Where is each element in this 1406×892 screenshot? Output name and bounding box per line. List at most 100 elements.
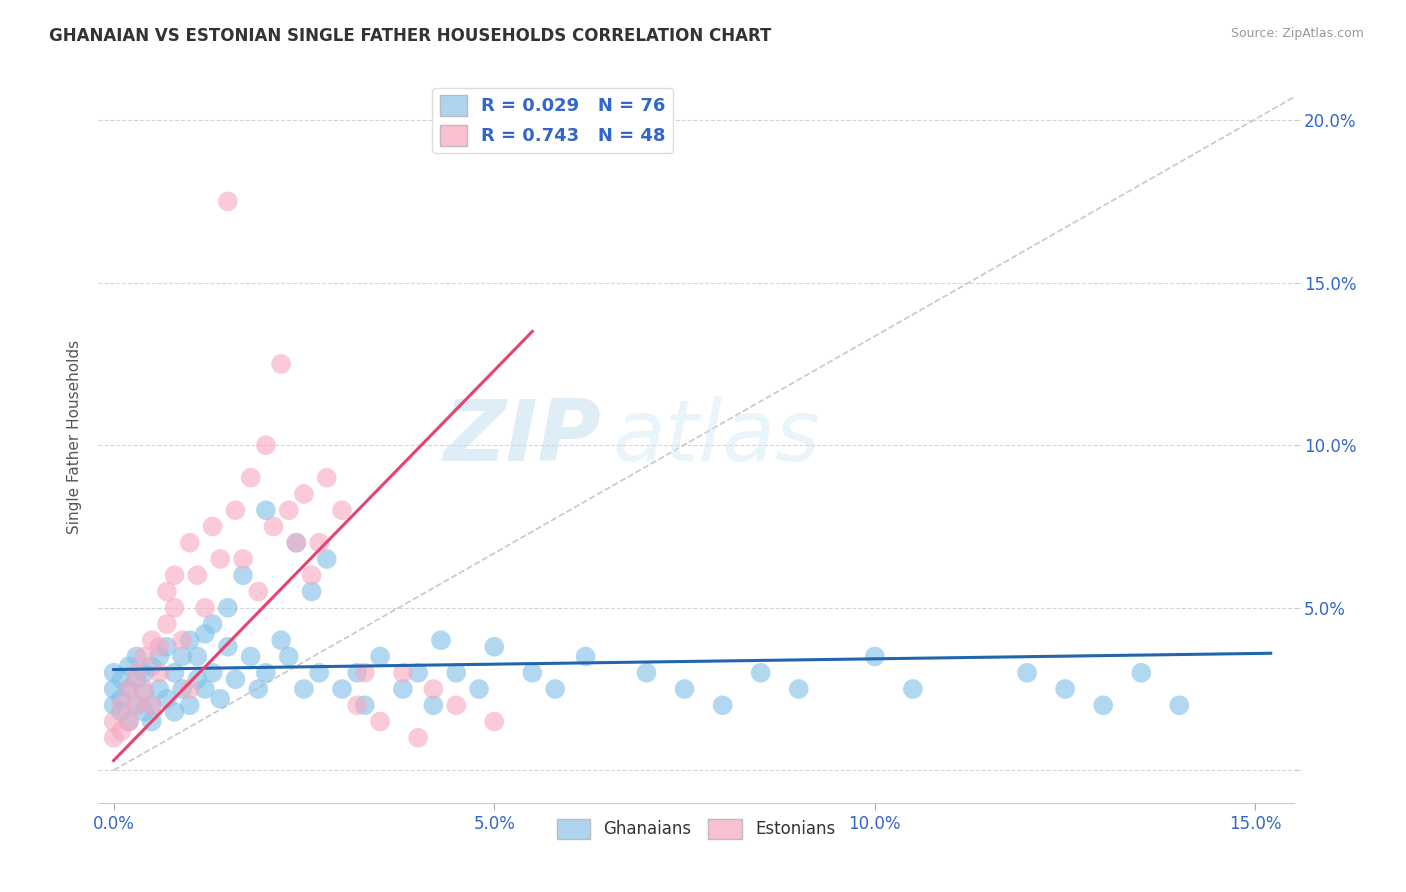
Point bbox=[201, 665, 224, 680]
Point bbox=[118, 681, 141, 696]
Point bbox=[368, 714, 391, 729]
Point bbox=[285, 535, 308, 549]
Point bbox=[1130, 665, 1153, 680]
Point bbox=[901, 681, 924, 696]
Point bbox=[392, 665, 415, 680]
Point bbox=[179, 681, 201, 696]
Point bbox=[103, 698, 125, 713]
Point bbox=[544, 681, 567, 696]
Point bbox=[163, 600, 186, 615]
Point bbox=[330, 503, 353, 517]
Point bbox=[247, 681, 270, 696]
Point bbox=[315, 552, 337, 566]
Point bbox=[430, 633, 453, 648]
Point bbox=[1092, 698, 1115, 713]
Point bbox=[118, 681, 141, 696]
Point bbox=[141, 633, 163, 648]
Y-axis label: Single Father Households: Single Father Households bbox=[67, 340, 83, 534]
Point bbox=[254, 503, 277, 517]
Point bbox=[163, 568, 186, 582]
Point bbox=[194, 600, 217, 615]
Text: GHANAIAN VS ESTONIAN SINGLE FATHER HOUSEHOLDS CORRELATION CHART: GHANAIAN VS ESTONIAN SINGLE FATHER HOUSE… bbox=[49, 27, 772, 45]
Point bbox=[368, 649, 391, 664]
Point bbox=[232, 552, 254, 566]
Point bbox=[209, 691, 232, 706]
Point bbox=[132, 649, 155, 664]
Point bbox=[254, 665, 277, 680]
Point bbox=[346, 665, 368, 680]
Point bbox=[711, 698, 734, 713]
Point bbox=[636, 665, 658, 680]
Point bbox=[132, 685, 155, 699]
Point bbox=[103, 665, 125, 680]
Point bbox=[194, 681, 217, 696]
Point bbox=[406, 665, 429, 680]
Point bbox=[787, 681, 810, 696]
Point bbox=[209, 552, 232, 566]
Point bbox=[422, 698, 444, 713]
Point bbox=[270, 357, 292, 371]
Point bbox=[110, 673, 132, 687]
Point bbox=[292, 487, 315, 501]
Point bbox=[522, 665, 544, 680]
Point bbox=[422, 681, 444, 696]
Point bbox=[110, 705, 132, 719]
Point bbox=[141, 698, 163, 713]
Point bbox=[270, 633, 292, 648]
Point bbox=[292, 681, 315, 696]
Point bbox=[179, 633, 201, 648]
Point bbox=[125, 649, 148, 664]
Point bbox=[132, 681, 155, 696]
Point bbox=[224, 673, 246, 687]
Point bbox=[239, 649, 262, 664]
Point bbox=[118, 714, 141, 729]
Point bbox=[254, 438, 277, 452]
Point bbox=[172, 649, 194, 664]
Legend: Ghanaians, Estonians: Ghanaians, Estonians bbox=[550, 812, 842, 846]
Point bbox=[468, 681, 491, 696]
Point bbox=[315, 471, 337, 485]
Text: atlas: atlas bbox=[613, 395, 820, 479]
Point bbox=[132, 665, 155, 680]
Point bbox=[301, 568, 323, 582]
Point bbox=[163, 705, 186, 719]
Point bbox=[179, 535, 201, 549]
Point bbox=[103, 681, 125, 696]
Point bbox=[118, 659, 141, 673]
Point bbox=[172, 633, 194, 648]
Text: Source: ZipAtlas.com: Source: ZipAtlas.com bbox=[1230, 27, 1364, 40]
Point bbox=[353, 665, 375, 680]
Point bbox=[148, 640, 170, 654]
Point bbox=[148, 649, 170, 664]
Text: ZIP: ZIP bbox=[443, 395, 600, 479]
Point bbox=[217, 600, 239, 615]
Point bbox=[156, 584, 179, 599]
Point bbox=[353, 698, 375, 713]
Point bbox=[194, 626, 217, 640]
Point bbox=[263, 519, 285, 533]
Point bbox=[201, 617, 224, 632]
Point bbox=[217, 640, 239, 654]
Point bbox=[277, 503, 299, 517]
Point bbox=[132, 705, 155, 719]
Point bbox=[308, 665, 330, 680]
Point bbox=[110, 724, 132, 739]
Point bbox=[239, 471, 262, 485]
Point bbox=[444, 698, 467, 713]
Point bbox=[484, 640, 506, 654]
Point bbox=[125, 665, 148, 680]
Point bbox=[186, 649, 208, 664]
Point bbox=[186, 568, 208, 582]
Point bbox=[141, 714, 163, 729]
Point bbox=[163, 665, 186, 680]
Point bbox=[125, 698, 148, 713]
Point bbox=[125, 698, 148, 713]
Point bbox=[217, 194, 239, 209]
Point bbox=[103, 714, 125, 729]
Point bbox=[1054, 681, 1077, 696]
Point bbox=[749, 665, 772, 680]
Point bbox=[1017, 665, 1039, 680]
Point bbox=[863, 649, 886, 664]
Point bbox=[201, 519, 224, 533]
Point bbox=[346, 698, 368, 713]
